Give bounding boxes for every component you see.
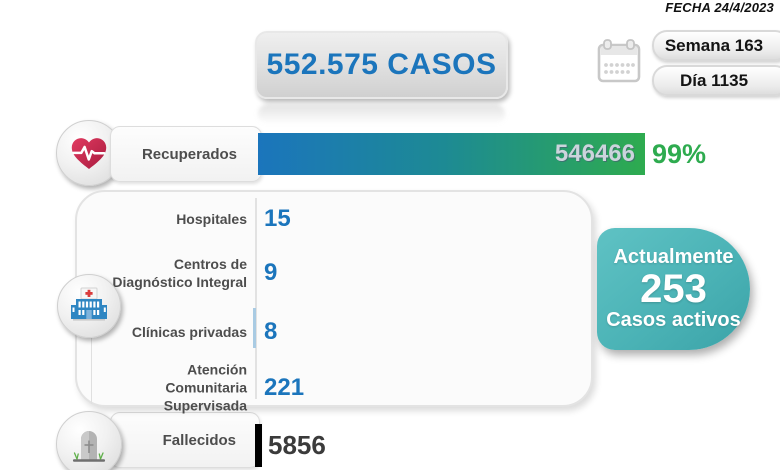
tombstone-icon [73, 431, 105, 462]
day-badge: Día 1135 [652, 65, 780, 96]
active-cases-badge: Actualmente 253 Casos activos [597, 228, 750, 350]
total-cases-reflection [258, 104, 505, 124]
recovered-value: 546466 [554, 140, 635, 167]
recovered-progress-bar: 546466 [258, 133, 645, 175]
week-badge: Semana 163 [652, 30, 780, 61]
active-cases-suffix: Casos activos [606, 309, 741, 331]
deceased-value: 5856 [268, 430, 326, 460]
recovered-label-pill: Recuperados [110, 126, 262, 182]
facility-label-acs: Atención Comunitaria Supervisada [163, 361, 247, 415]
day-badge-label: Día 1135 [679, 70, 749, 90]
facility-value-hospitales: 15 [264, 205, 291, 232]
facility-label-hospitales: Hospitales [176, 210, 247, 227]
deceased-mini-bar [255, 424, 262, 467]
facility-value-clinicas: 8 [264, 318, 278, 345]
hospital-icon-circle [57, 274, 121, 338]
hospital-icon-stem [91, 338, 92, 404]
deceased-label-pill: Fallecidos [110, 412, 260, 468]
facility-label-clinicas: Clínicas privadas [131, 323, 247, 340]
heart-pulse-icon [71, 137, 107, 169]
facilities-panel: Hospitales 15 Centros de Diagnóstico Int… [75, 190, 593, 414]
deceased-label: Fallecidos [162, 431, 236, 449]
report-date: FECHA 24/4/2023 [665, 0, 774, 15]
facilities-divider [255, 198, 257, 399]
facility-label-cdi: Centros de Diagnóstico Integral [112, 255, 247, 290]
calendar-icon [597, 39, 641, 83]
recovered-percent: 99% [652, 139, 707, 169]
total-cases-box: 552.575 CASOS [255, 31, 508, 99]
deceased-icon-circle [56, 411, 122, 470]
recovered-label: Recuperados [141, 145, 237, 163]
clinicas-mini-bar [253, 308, 256, 348]
active-cases-value: 253 [640, 267, 707, 311]
hospital-icon [71, 287, 107, 321]
facility-value-acs: 221 [264, 374, 305, 401]
facility-value-cdi: 9 [264, 259, 278, 286]
total-cases-value: 552.575 CASOS [266, 48, 497, 81]
week-badge-label: Semana 163 [664, 35, 764, 55]
active-cases-prefix: Actualmente [613, 246, 734, 268]
